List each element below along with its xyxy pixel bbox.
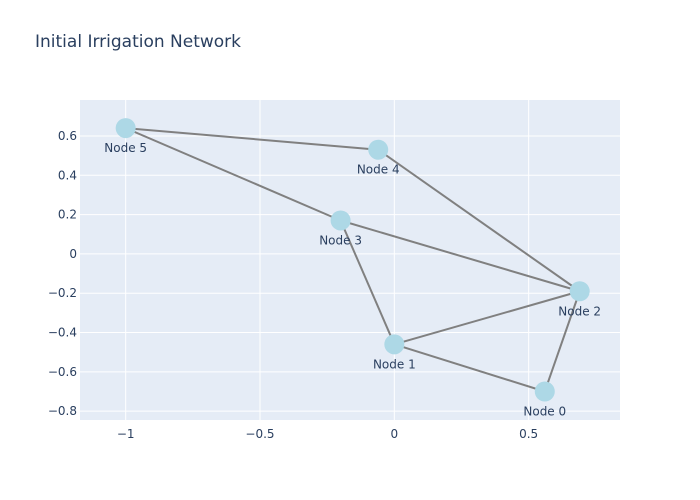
node-marker xyxy=(569,281,590,302)
node-marker xyxy=(384,334,405,355)
node-label: Node 3 xyxy=(319,233,362,247)
node-marker xyxy=(368,139,389,160)
x-tick-label: −0.5 xyxy=(245,427,274,441)
edge-line xyxy=(125,127,341,222)
node-label: Node 5 xyxy=(104,141,147,155)
edge-line xyxy=(125,127,379,151)
node-labels: Node 0 Node 1 Node 2 Node 3 Node 4 Node 5 xyxy=(104,141,601,418)
y-tick-label: 0.2 xyxy=(58,208,77,222)
nodes xyxy=(115,118,590,402)
x-tick-label: −1 xyxy=(117,427,135,441)
node-label: Node 1 xyxy=(373,357,416,371)
y-tick-label: 0 xyxy=(69,247,77,261)
node-label: Node 0 xyxy=(523,404,566,418)
edges xyxy=(125,127,581,393)
x-tick-label: 0 xyxy=(391,427,399,441)
edge-line xyxy=(377,148,581,293)
edge-line xyxy=(394,290,580,346)
y-tick-label: 0.4 xyxy=(58,168,77,182)
y-tick-label: 0.6 xyxy=(58,129,77,143)
edge-line xyxy=(394,343,546,393)
y-tick-label: −0.6 xyxy=(48,365,77,379)
y-tick-label: −0.4 xyxy=(48,326,77,340)
grid-lines xyxy=(80,100,620,420)
x-axis-ticks: −1 −0.5 0 0.5 xyxy=(117,427,538,441)
x-tick-label: 0.5 xyxy=(519,427,538,441)
node-label: Node 4 xyxy=(357,163,400,177)
edge-line xyxy=(339,220,396,345)
node-marker xyxy=(330,210,351,231)
node-marker xyxy=(534,381,555,402)
node-marker xyxy=(115,118,136,139)
chart-title: Initial Irrigation Network xyxy=(35,32,242,52)
y-tick-label: −0.2 xyxy=(48,286,77,300)
node-label: Node 2 xyxy=(558,304,601,318)
edge-line xyxy=(543,290,581,392)
y-tick-label: −0.8 xyxy=(48,404,77,418)
edge-line xyxy=(340,219,580,293)
plot-background xyxy=(80,100,620,420)
y-axis-ticks: −0.8 −0.6 −0.4 −0.2 0 0.2 0.4 0.6 xyxy=(48,129,77,418)
